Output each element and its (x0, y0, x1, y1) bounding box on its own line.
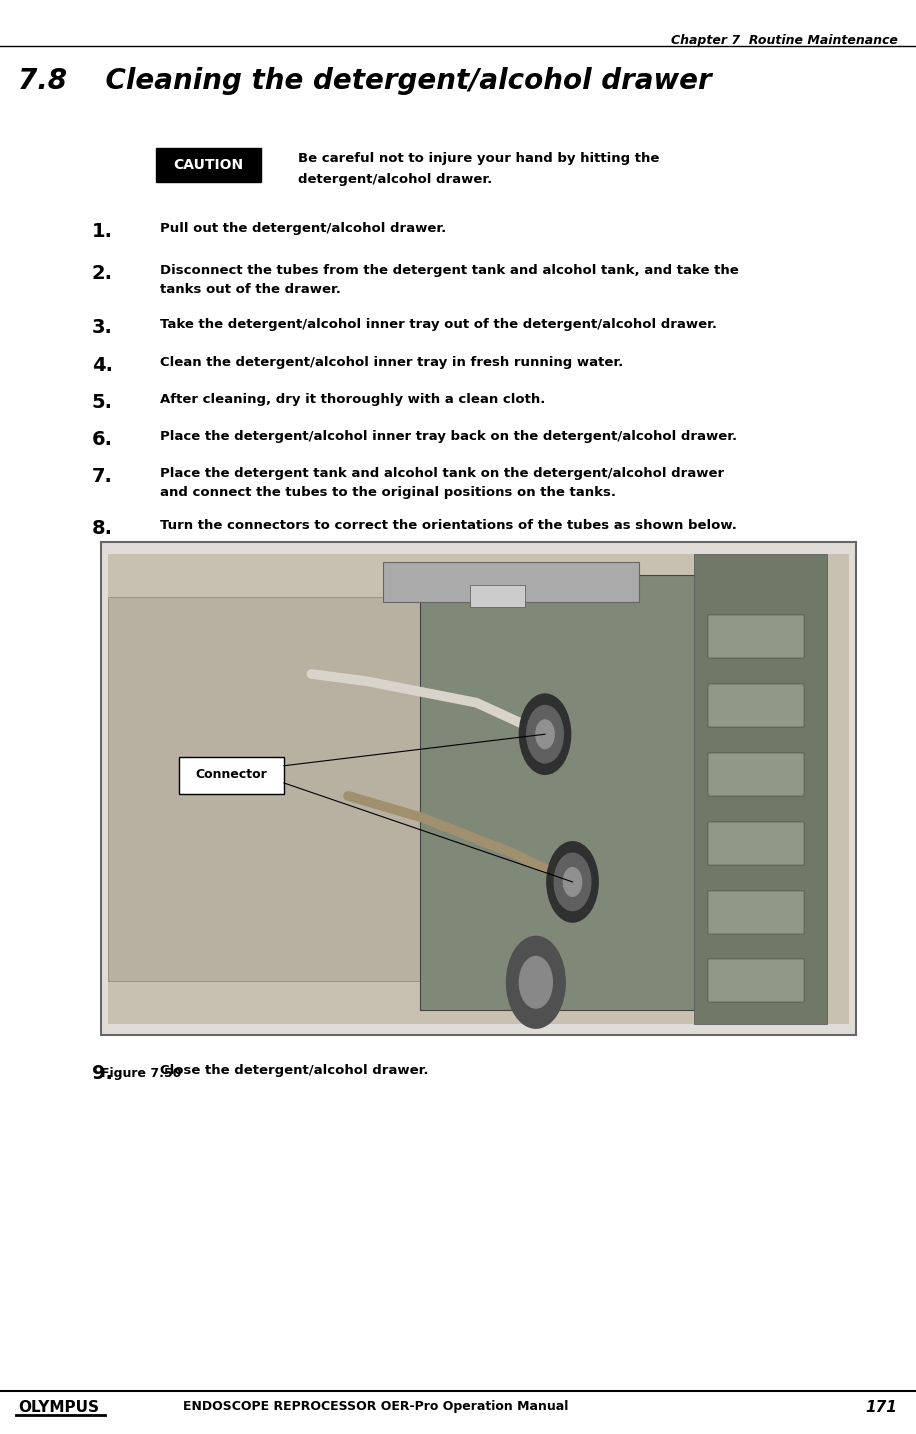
Circle shape (507, 936, 565, 1028)
Bar (694, 554, 827, 1024)
Text: 7.8    Cleaning the detergent/alcohol drawer: 7.8 Cleaning the detergent/alcohol drawe… (18, 67, 712, 96)
Text: After cleaning, dry it thoroughly with a clean cloth.: After cleaning, dry it thoroughly with a… (160, 393, 546, 406)
Circle shape (536, 720, 554, 749)
Text: Close the detergent/alcohol drawer.: Close the detergent/alcohol drawer. (160, 1064, 429, 1077)
Text: Place the detergent tank and alcohol tank on the detergent/alcohol drawer
and co: Place the detergent tank and alcohol tan… (160, 467, 725, 499)
Bar (420, 575, 722, 1010)
Circle shape (519, 694, 571, 774)
Bar (156, 148, 261, 182)
Circle shape (519, 956, 552, 1008)
Bar (708, 684, 804, 727)
Text: Disconnect the tubes from the detergent tank and alcohol tank, and take the
tank: Disconnect the tubes from the detergent … (160, 264, 739, 295)
Text: Chapter 7  Routine Maintenance: Chapter 7 Routine Maintenance (671, 34, 898, 47)
Text: 5.: 5. (92, 393, 113, 412)
Text: Be careful not to injure your hand by hitting the
detergent/alcohol drawer.: Be careful not to injure your hand by hi… (298, 152, 660, 186)
Circle shape (563, 868, 582, 896)
Text: 9.: 9. (92, 1064, 113, 1083)
Text: 4.: 4. (92, 356, 113, 374)
Text: 171: 171 (866, 1400, 898, 1414)
Bar (101, 542, 856, 1035)
Text: 1.: 1. (92, 222, 113, 241)
Text: 8.: 8. (92, 519, 113, 538)
Circle shape (527, 706, 563, 763)
Text: Pull out the detergent/alcohol drawer.: Pull out the detergent/alcohol drawer. (160, 222, 446, 235)
Text: Figure 7.50: Figure 7.50 (101, 1067, 181, 1080)
Bar (708, 822, 804, 865)
Circle shape (547, 842, 598, 922)
Circle shape (554, 853, 591, 911)
Bar (179, 757, 284, 794)
Text: 2.: 2. (92, 264, 113, 282)
Text: Turn the connectors to correct the orientations of the tubes as shown below.: Turn the connectors to correct the orien… (160, 519, 737, 532)
Bar (383, 562, 639, 602)
Text: Connector: Connector (195, 767, 267, 782)
Bar (708, 891, 804, 934)
Text: 7.: 7. (92, 467, 113, 486)
Text: ENDOSCOPE REPROCESSOR OER-Pro Operation Manual: ENDOSCOPE REPROCESSOR OER-Pro Operation … (183, 1400, 569, 1412)
Text: 3.: 3. (92, 318, 113, 337)
Bar (470, 585, 525, 607)
Bar (708, 615, 804, 658)
Text: OLYMPUS: OLYMPUS (18, 1400, 99, 1414)
Bar (708, 753, 804, 796)
Text: Clean the detergent/alcohol inner tray in fresh running water.: Clean the detergent/alcohol inner tray i… (160, 356, 624, 369)
Bar (108, 554, 849, 1024)
Bar (708, 959, 804, 1002)
Text: Place the detergent/alcohol inner tray back on the detergent/alcohol drawer.: Place the detergent/alcohol inner tray b… (160, 430, 737, 443)
Bar (108, 597, 447, 981)
Text: CAUTION: CAUTION (173, 158, 244, 172)
Text: Take the detergent/alcohol inner tray out of the detergent/alcohol drawer.: Take the detergent/alcohol inner tray ou… (160, 318, 717, 331)
Text: 6.: 6. (92, 430, 113, 449)
